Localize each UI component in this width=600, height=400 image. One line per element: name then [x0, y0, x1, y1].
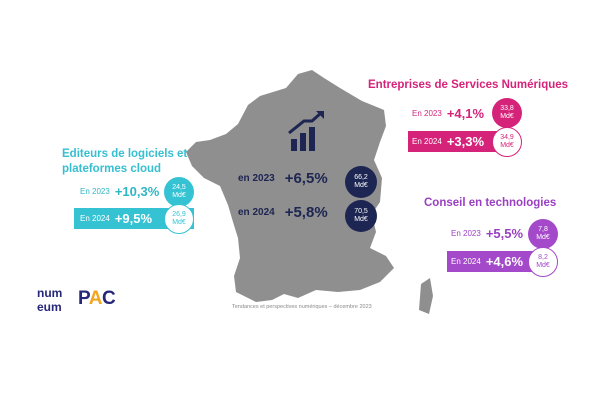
conseil-2024-value: 8,2 — [538, 254, 548, 261]
pac-logo-a: A — [88, 288, 103, 309]
conseil-2023-label: En 2023 — [451, 229, 481, 238]
editeurs-2023-value-badge: 24,5 Md€ — [164, 177, 194, 207]
numeum-logo-top: num — [37, 286, 62, 300]
numeum-logo-bottom: eum — [37, 300, 62, 314]
total-2023-unit: Md€ — [354, 182, 368, 189]
esn-2024-unit: Md€ — [500, 142, 514, 149]
esn-2023-bar: En 2023 +4,1% — [408, 103, 503, 124]
editeurs-title-line2: plateformes cloud — [62, 163, 162, 175]
editeurs-2024-value-badge: 26,9 Md€ — [164, 204, 194, 234]
editeurs-2023-label: En 2023 — [80, 187, 110, 196]
total-2024-growth: +5,8% — [284, 204, 328, 221]
total-2023-value-badge: 66,2 Md€ — [345, 166, 377, 198]
total-2024-value: 70,5 — [354, 208, 368, 215]
editeurs-2024-unit: Md€ — [172, 219, 186, 226]
conseil-2023-value: 7,8 — [538, 226, 548, 233]
conseil-2023-unit: Md€ — [536, 234, 550, 241]
source-footnote: Tendances et perspectives numériques – d… — [232, 304, 372, 310]
editeurs-2023-unit: Md€ — [172, 192, 186, 199]
total-2023-row: en 2023 +6,5% — [238, 170, 328, 187]
conseil-2024-unit: Md€ — [536, 262, 550, 269]
conseil-2024-bar: En 2024 +4,6% — [447, 251, 539, 272]
total-2023-value: 66,2 — [354, 174, 368, 181]
esn-2024-value-badge: 34,9 Md€ — [492, 127, 522, 157]
total-2023-label: en 2023 — [238, 173, 275, 184]
esn-2024-growth: +3,3% — [446, 134, 485, 149]
esn-2024-bar: En 2024 +3,3% — [408, 131, 503, 152]
conseil-2023-bar: En 2023 +5,5% — [447, 223, 539, 244]
france-mainland — [186, 70, 394, 302]
numeum-logo: num eum — [37, 286, 62, 314]
total-2023-growth: +6,5% — [284, 170, 328, 187]
editeurs-2024-growth: +9,5% — [114, 211, 153, 226]
esn-2023-label: En 2023 — [412, 109, 442, 118]
pac-logo: PAC — [78, 288, 116, 310]
conseil-2023-value-badge: 7,8 Md€ — [528, 219, 558, 249]
conseil-2024-value-badge: 8,2 Md€ — [528, 247, 558, 277]
editeurs-title: Editeurs de logiciels et plateformes clo… — [62, 147, 187, 177]
total-2024-row: en 2024 +5,8% — [238, 204, 328, 221]
bar-chart-growth-icon — [288, 111, 324, 151]
editeurs-title-line1: Editeurs de logiciels et — [62, 148, 188, 160]
corsica — [419, 278, 433, 314]
esn-title: Entreprises de Services Numériques — [368, 79, 569, 91]
esn-2024-value: 34,9 — [500, 134, 514, 141]
esn-2023-unit: Md€ — [500, 113, 514, 120]
esn-2023-value: 33,8 — [500, 105, 514, 112]
pac-logo-c: C — [102, 288, 116, 309]
editeurs-2024-value: 26,9 — [172, 211, 186, 218]
pac-logo-p: P — [78, 288, 89, 309]
esn-2023-value-badge: 33,8 Md€ — [492, 98, 522, 128]
conseil-2023-growth: +5,5% — [485, 226, 524, 241]
conseil-2024-label: En 2024 — [451, 257, 481, 266]
esn-2024-label: En 2024 — [412, 137, 442, 146]
conseil-2024-growth: +4,6% — [485, 254, 524, 269]
editeurs-2024-label: En 2024 — [80, 214, 110, 223]
total-2024-value-badge: 70,5 Md€ — [345, 200, 377, 232]
total-2024-unit: Md€ — [354, 216, 368, 223]
esn-2023-growth: +4,1% — [446, 106, 485, 121]
editeurs-2023-growth: +10,3% — [114, 184, 160, 199]
conseil-title: Conseil en technologies — [424, 197, 557, 209]
editeurs-2023-value: 24,5 — [172, 184, 186, 191]
total-2024-label: en 2024 — [238, 207, 275, 218]
